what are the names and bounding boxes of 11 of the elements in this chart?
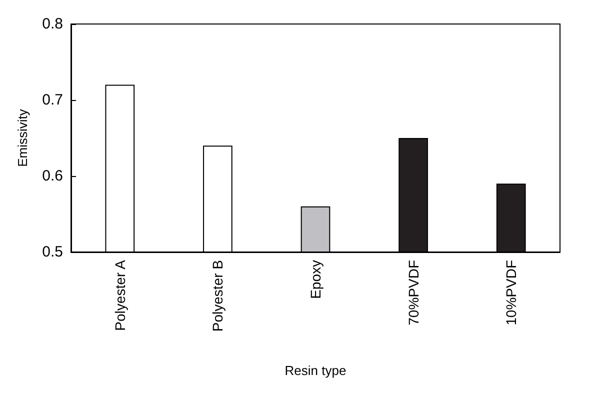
y-tick-label: 0.6 [42, 168, 63, 184]
y-tick-label: 0.5 [42, 244, 63, 260]
x-axis-title: Resin type [284, 363, 346, 378]
y-tick-label: 0.8 [42, 16, 63, 32]
x-tick-label: 10%PVDF [503, 260, 520, 326]
x-tick-label: 70%PVDF [405, 260, 422, 326]
y-axis-title: Emissivity [15, 108, 30, 167]
x-tick-label: Polyester A [112, 259, 128, 331]
x-tick-label: Epoxy [308, 260, 324, 299]
y-tick-label: 0.7 [42, 92, 63, 108]
x-tick-label: Polyester B [210, 260, 226, 332]
